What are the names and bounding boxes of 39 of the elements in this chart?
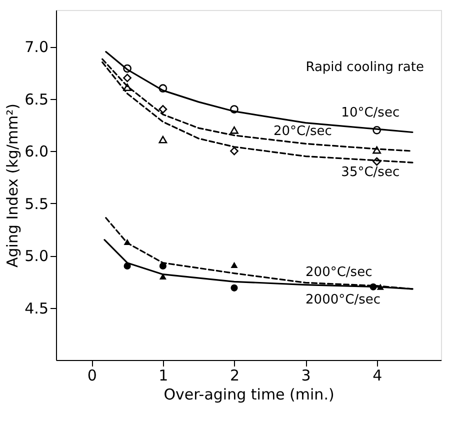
point — [376, 284, 384, 290]
legend-title: Rapid cooling rate — [306, 60, 424, 75]
point — [123, 64, 132, 73]
y-tick-label: 5.0 — [24, 247, 48, 266]
point — [158, 136, 168, 144]
point — [124, 238, 131, 245]
point — [230, 284, 238, 292]
y-tick-label: 6.0 — [24, 142, 48, 161]
point — [230, 105, 238, 114]
point — [124, 262, 131, 270]
y-tick-label: 7.0 — [24, 38, 48, 56]
x-tick-label: 0 — [87, 366, 97, 384]
series-label: 10°C/sec — [341, 105, 400, 120]
point — [158, 84, 168, 93]
point — [123, 84, 132, 92]
x-tick-label: 3 — [301, 366, 311, 384]
y-axis-title: Aging Index (kg/mm²) — [4, 103, 22, 268]
point — [230, 146, 238, 156]
series-label: 35°C/sec — [341, 164, 400, 180]
x-tick-label: 2 — [230, 366, 240, 384]
series-label: 200°C/sec — [306, 265, 372, 280]
point — [123, 74, 132, 82]
x-tick-label: 4 — [372, 366, 382, 384]
point — [372, 146, 382, 154]
point — [159, 262, 166, 270]
point — [159, 273, 166, 280]
x-tick-label: 1 — [158, 366, 168, 384]
y-tick-label: 6.5 — [24, 90, 48, 108]
y-tick-label: 5.5 — [24, 194, 48, 213]
point — [370, 283, 377, 290]
point — [230, 262, 238, 268]
series-label: 2000°C/sec — [306, 292, 381, 308]
series-label: 20°C/sec — [273, 124, 332, 140]
point — [372, 126, 382, 134]
point — [230, 126, 238, 134]
point — [158, 105, 168, 114]
x-axis-title: Over-aging time (min.) — [164, 386, 334, 404]
y-tick-label: 4.5 — [24, 299, 48, 318]
point — [372, 157, 382, 166]
